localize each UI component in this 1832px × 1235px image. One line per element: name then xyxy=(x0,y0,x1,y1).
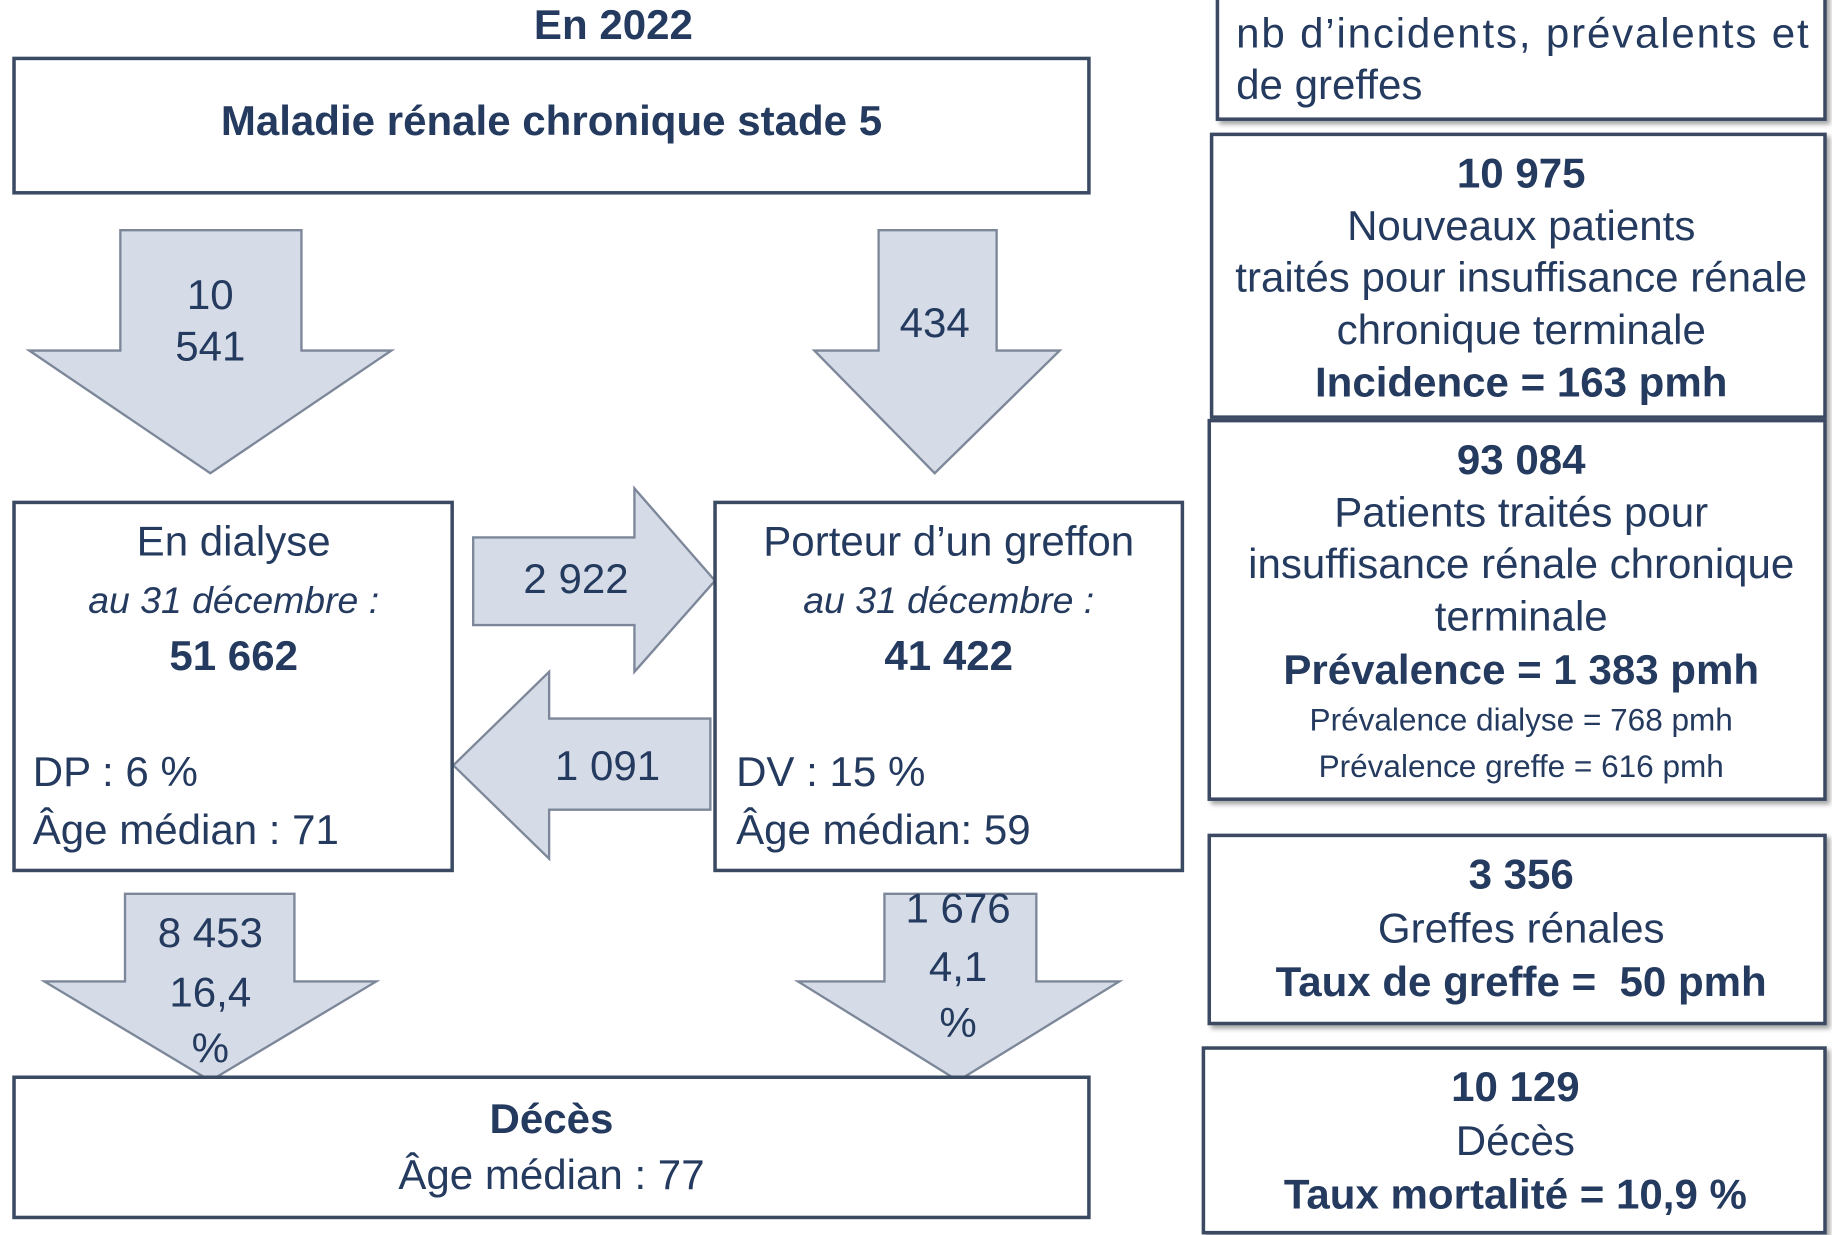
arrow-label: 10 xyxy=(187,271,234,318)
stage-box xyxy=(12,56,1091,195)
side-number: 3 356 xyxy=(1469,851,1574,898)
arrow-label: 16,4 xyxy=(169,969,251,1016)
arrow-right xyxy=(472,485,717,675)
side-small: Prévalence dialyse = 768 pmh xyxy=(1310,701,1733,737)
arrow-label: 1 091 xyxy=(555,742,660,789)
box-title: Porteur d’un greffon xyxy=(763,518,1134,565)
side-rate: Taux de greffe = 50 pmh xyxy=(1276,958,1767,1005)
side-text: Patients traités pour xyxy=(1334,488,1708,535)
box-title: Décès xyxy=(490,1095,614,1142)
box-date: au 31 décembre : xyxy=(88,579,379,621)
graft-box xyxy=(713,500,1185,873)
box-age: Âge médian: 59 xyxy=(736,806,1031,853)
arrow-down xyxy=(811,229,1063,475)
side-number: 93 084 xyxy=(1457,436,1586,483)
arrow-down xyxy=(40,892,381,1083)
side-rate: Incidence = 163 pmh xyxy=(1315,359,1727,406)
arrow-label: 2 922 xyxy=(523,555,628,602)
side-box xyxy=(1207,418,1827,801)
arrow-label: % xyxy=(192,1025,229,1072)
side-text: nb d’incidents, prévalents et xyxy=(1236,9,1809,56)
arrow-label: % xyxy=(939,999,976,1046)
box-date: au 31 décembre : xyxy=(803,579,1094,621)
arrow-label: 541 xyxy=(175,322,245,369)
side-rate: Taux mortalité = 10,9 % xyxy=(1284,1171,1747,1218)
side-text: Greffes rénales xyxy=(1378,904,1665,951)
box-count: 51 662 xyxy=(169,632,298,679)
side-small: Prévalence greffe = 616 pmh xyxy=(1319,748,1724,784)
stage-label: Maladie rénale chronique stade 5 xyxy=(221,97,882,144)
side-number: 10 975 xyxy=(1457,150,1586,197)
side-box xyxy=(1207,833,1827,1026)
arrow-label: 434 xyxy=(900,299,970,346)
dialysis-box xyxy=(12,500,454,873)
box-title: En dialyse xyxy=(137,518,331,565)
side-text: de greffes xyxy=(1236,61,1422,108)
side-text: traités pour insuffisance rénale xyxy=(1235,254,1807,301)
side-text: Décès xyxy=(1456,1117,1575,1164)
side-text: terminale xyxy=(1435,592,1608,639)
arrow-down xyxy=(793,892,1124,1083)
arrow-down xyxy=(25,229,396,475)
side-number: 10 129 xyxy=(1451,1063,1580,1110)
box-age: Âge médian : 77 xyxy=(398,1151,704,1198)
box-detail: DP : 6 % xyxy=(33,748,198,795)
box-count: 41 422 xyxy=(884,632,1013,679)
deaths-box xyxy=(12,1075,1091,1220)
side-box xyxy=(1201,1046,1827,1235)
title: En 2022 xyxy=(534,1,693,48)
side-rate: Prévalence = 1 383 pmh xyxy=(1283,646,1759,693)
side-box xyxy=(1215,0,1827,121)
box-age: Âge médian : 71 xyxy=(33,806,339,853)
arrow-left xyxy=(451,669,712,862)
arrow-label: 4,1 xyxy=(929,943,987,990)
side-text: Nouveaux patients xyxy=(1347,202,1695,249)
side-text: chronique terminale xyxy=(1337,306,1706,353)
side-text: insuffisance rénale chronique xyxy=(1248,540,1794,587)
box-detail: DV : 15 % xyxy=(736,748,925,795)
arrow-label: 1 676 xyxy=(905,884,1010,931)
side-box xyxy=(1209,132,1827,419)
arrow-label: 8 453 xyxy=(158,909,263,956)
